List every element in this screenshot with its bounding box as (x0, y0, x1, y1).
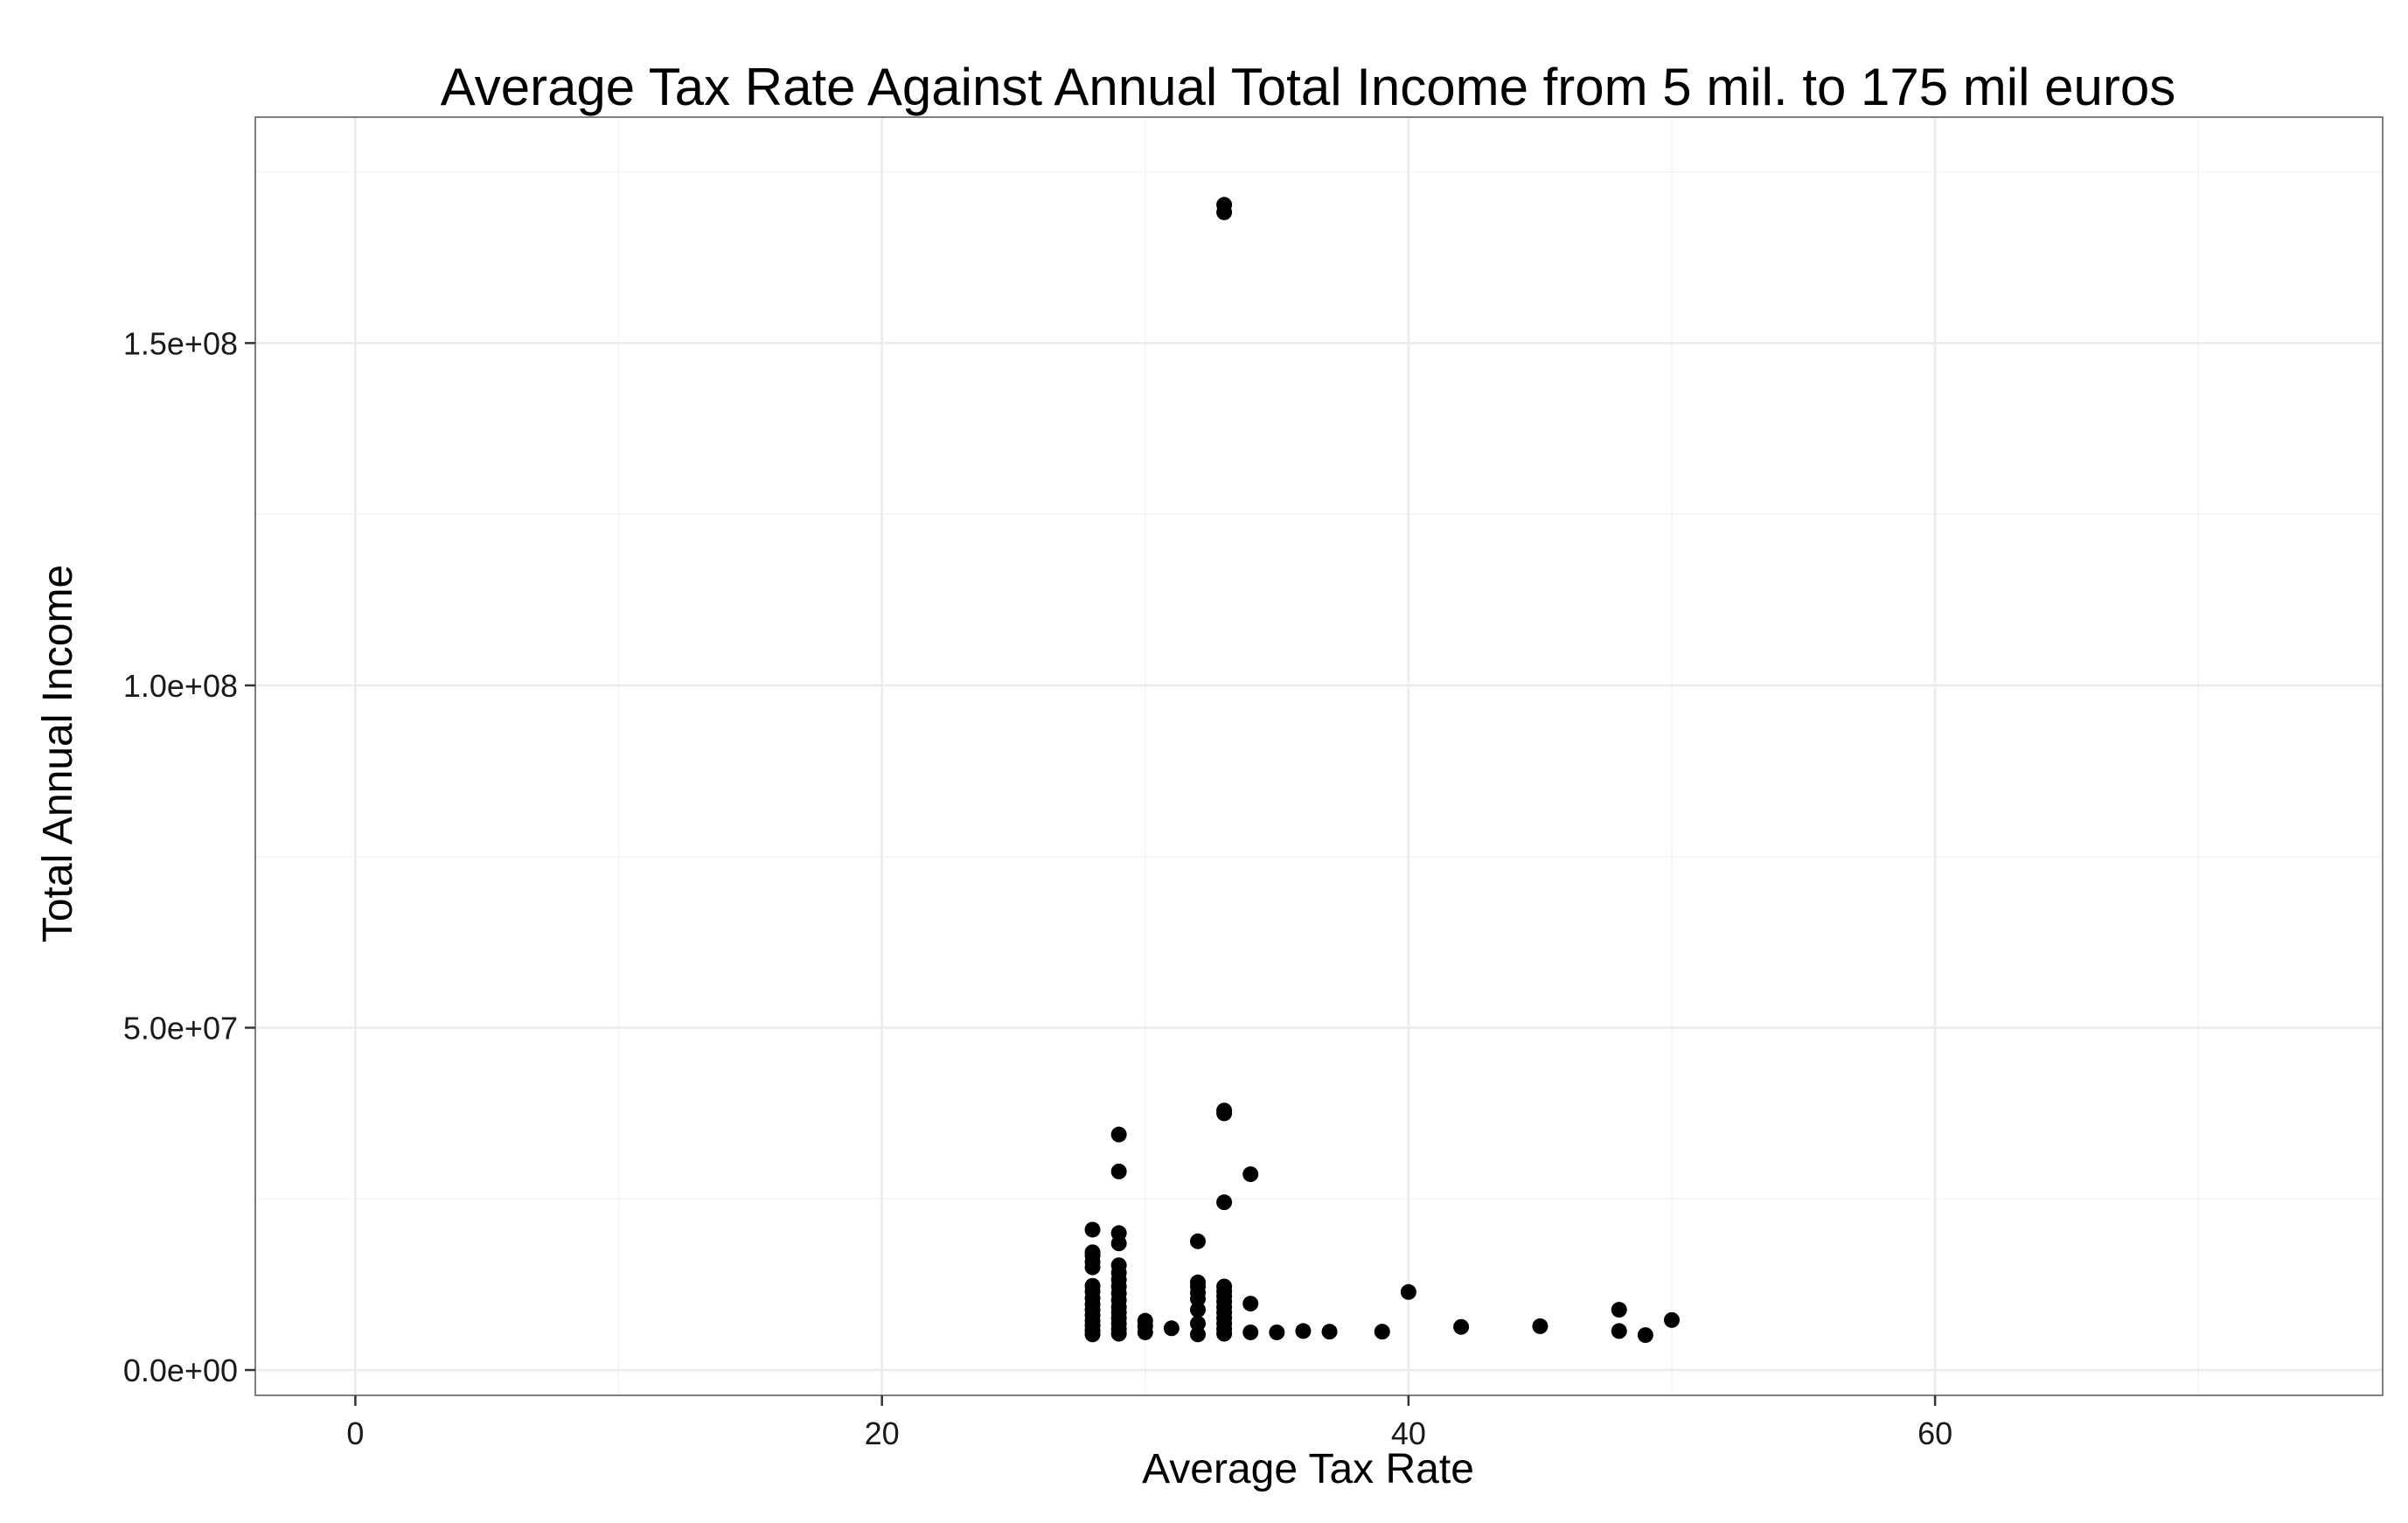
data-point (1216, 1278, 1233, 1295)
data-point (1216, 1194, 1233, 1211)
data-point (1110, 1257, 1127, 1274)
data-point (1242, 1324, 1259, 1340)
data-points (1084, 197, 1680, 1344)
data-point (1110, 1126, 1127, 1143)
data-point (1321, 1324, 1338, 1340)
x-tick-label: 0 (346, 1415, 364, 1451)
data-point (1084, 1244, 1101, 1261)
data-point (1611, 1323, 1627, 1339)
data-point (1163, 1320, 1180, 1337)
data-point (1637, 1327, 1653, 1344)
data-point (1216, 1102, 1233, 1119)
y-tick-label: 0.0e+00 (123, 1353, 238, 1388)
data-point (1242, 1296, 1259, 1312)
y-tick-label: 1.0e+08 (123, 668, 238, 704)
data-point (1295, 1323, 1312, 1339)
data-point (1189, 1233, 1206, 1249)
data-point (1110, 1163, 1127, 1179)
data-point (1453, 1318, 1470, 1335)
y-tick-label: 1.5e+08 (123, 325, 238, 361)
plot-panel-border (254, 116, 2384, 1396)
data-point (1189, 1302, 1206, 1318)
x-tick-label: 20 (865, 1415, 900, 1451)
data-point (1663, 1311, 1680, 1328)
y-axis-title: Total Annual Income (35, 565, 81, 942)
data-point (1216, 197, 1233, 213)
x-tick-label: 40 (1391, 1415, 1426, 1451)
data-point (1400, 1283, 1416, 1300)
x-axis-title: Average Tax Rate (1142, 1446, 1474, 1492)
data-point (1137, 1312, 1153, 1329)
data-point (1110, 1225, 1127, 1241)
y-tick-label: 5.0e+07 (123, 1010, 238, 1046)
data-point (1374, 1324, 1390, 1340)
tick-labels: 0 20 40 60 0.0e+00 5.0e+07 1.0e+08 1.5e+08 (123, 325, 1952, 1451)
data-point (1611, 1302, 1627, 1318)
data-point (1084, 1277, 1101, 1294)
data-point (1084, 1221, 1101, 1238)
grid-lines (255, 117, 2383, 1395)
data-point (1189, 1315, 1206, 1332)
data-point (1189, 1326, 1206, 1343)
axis-ticks (245, 342, 1937, 1406)
data-point (1189, 1274, 1206, 1290)
data-point (1269, 1324, 1285, 1340)
data-point (1242, 1166, 1259, 1183)
data-point (1532, 1318, 1548, 1334)
chart-title: Average Tax Rate Against Annual Total In… (441, 58, 2175, 116)
x-tick-label: 60 (1917, 1415, 1952, 1451)
